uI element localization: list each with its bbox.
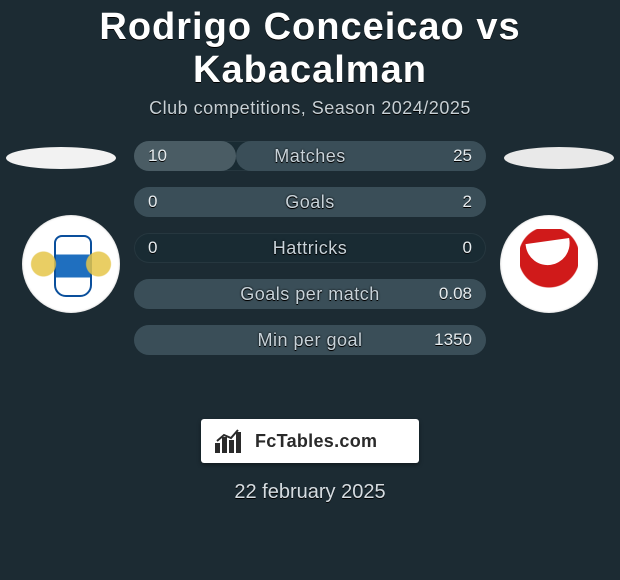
stat-row: 1025Matches bbox=[134, 141, 486, 171]
club-logo-right bbox=[500, 215, 598, 313]
stat-row: 0.08Goals per match bbox=[134, 279, 486, 309]
source-badge-text: FcTables.com bbox=[255, 419, 409, 463]
compare-rows: 1025Matches 02Goals 00Hattricks 0.08Goals p… bbox=[134, 141, 486, 371]
bar-chart-icon bbox=[215, 429, 245, 453]
compare-block: 1025Matches 02Goals 00Hattricks 0.08Goals p… bbox=[0, 141, 620, 401]
stat-row: 00Hattricks bbox=[134, 233, 486, 263]
snapshot-date: 22 february 2025 bbox=[0, 481, 620, 504]
page-subtitle: Club competitions, Season 2024/2025 bbox=[0, 98, 620, 119]
stat-row: 02Goals bbox=[134, 187, 486, 217]
page-title: Rodrigo Conceicao vs Kabacalman bbox=[0, 0, 620, 92]
club-logo-left bbox=[22, 215, 120, 313]
source-badge: FcTables.com bbox=[201, 419, 419, 463]
player-right-oval bbox=[504, 147, 614, 169]
stat-label: Goals per match bbox=[134, 279, 486, 309]
player-compare-infographic: { "title": "Rodrigo Conceicao vs Kabacal… bbox=[0, 0, 620, 580]
stat-label: Hattricks bbox=[134, 233, 486, 263]
stat-label: Matches bbox=[134, 141, 486, 171]
player-left-oval bbox=[6, 147, 116, 169]
stat-label: Min per goal bbox=[134, 325, 486, 355]
stat-label: Goals bbox=[134, 187, 486, 217]
stat-row: 1350Min per goal bbox=[134, 325, 486, 355]
